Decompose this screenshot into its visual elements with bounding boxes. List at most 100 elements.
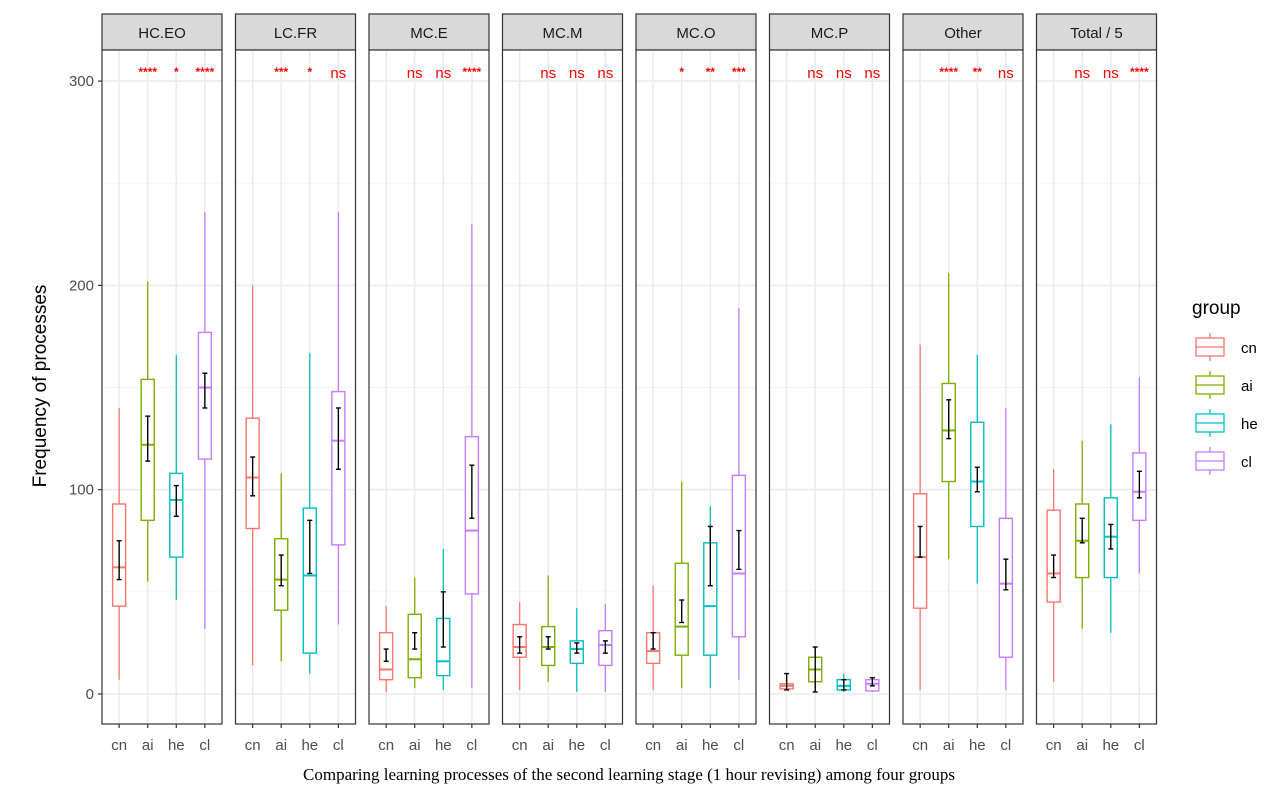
y-tick-label: 300 — [69, 73, 94, 90]
x-tick-label: ai — [809, 737, 821, 754]
facet-mc-e: MC.E ns ns **** cn ai he cl — [368, 13, 490, 754]
legend-title: group — [1192, 298, 1241, 319]
panel-background — [769, 50, 890, 724]
x-tick-label: he — [301, 737, 318, 754]
facet-hc-eo: HC.EO**** * ****cn ai he cl — [101, 13, 223, 754]
significance-label: **** — [138, 65, 157, 79]
legend-label: cn — [1241, 340, 1257, 357]
box-cn — [779, 672, 794, 691]
x-tick-label: ai — [542, 737, 554, 754]
box-he — [970, 354, 985, 584]
x-tick-label: ai — [275, 737, 287, 754]
x-tick-label: he — [969, 737, 986, 754]
x-tick-label: cn — [1046, 737, 1062, 754]
panel-border — [501, 49, 624, 725]
box-he — [436, 548, 451, 690]
significance-label: * — [679, 65, 684, 79]
x-axis-title: Comparing learning processes of the seco… — [303, 765, 955, 784]
x-tick-label: cn — [512, 737, 528, 754]
x-tick-label: cl — [867, 737, 878, 754]
box-ai — [674, 481, 689, 688]
box-he — [569, 608, 584, 692]
significance-label: **** — [196, 65, 215, 79]
significance-label: ns — [864, 65, 880, 82]
box-he — [703, 506, 718, 688]
facet-strip — [768, 13, 891, 51]
significance-label: ns — [1103, 65, 1119, 82]
facet-total-5: Total / 5 ns ns **** cn ai he cl — [1035, 13, 1158, 754]
x-tick-label: cn — [378, 737, 394, 754]
x-tick-label: ai — [142, 737, 154, 754]
x-tick-label: ai — [943, 737, 955, 754]
box-cn — [378, 606, 394, 692]
box-cl — [331, 211, 346, 625]
significance-label: ns — [569, 65, 585, 82]
significance-label: ns — [836, 65, 852, 82]
significance-label: * — [307, 65, 312, 79]
box-he — [836, 673, 851, 692]
significance-label: ns — [407, 65, 423, 82]
significance-label: **** — [939, 65, 958, 79]
significance-label: **** — [1130, 65, 1149, 79]
facet-strip-label: Total / 5 — [1070, 25, 1123, 42]
box-cl — [731, 307, 747, 680]
significance-label: ns — [998, 65, 1014, 82]
box-cn — [912, 344, 928, 690]
panel-background — [502, 50, 623, 724]
box-cn — [512, 602, 527, 690]
box-cn — [1046, 469, 1061, 682]
significance-label: ** — [706, 65, 716, 79]
x-tick-label: cl — [733, 737, 744, 754]
x-tick-label: he — [835, 737, 852, 754]
box-iqr — [302, 507, 317, 654]
facet-strip — [234, 13, 357, 51]
panel-border — [368, 49, 490, 725]
x-tick-label: ai — [409, 737, 421, 754]
facet-strip-label: LC.FR — [274, 25, 318, 42]
panel-background — [1036, 50, 1157, 724]
panel-background — [369, 50, 489, 724]
significance-label: ns — [1074, 65, 1090, 82]
facet-strip-label: MC.M — [543, 25, 583, 42]
facet-strip-label: Other — [944, 25, 982, 42]
significance-label: *** — [274, 65, 288, 79]
facet-strip — [368, 13, 490, 51]
significance-label: ns — [807, 65, 823, 82]
significance-label: * — [174, 65, 179, 79]
legend-entry-he: he — [1195, 409, 1258, 437]
significance-label: ns — [540, 65, 556, 82]
x-tick-label: cn — [111, 737, 127, 754]
box-cl — [998, 407, 1014, 690]
facet-strip — [635, 13, 757, 51]
significance-label: ns — [597, 65, 613, 82]
panel-background — [235, 50, 356, 724]
box-ai — [140, 281, 155, 582]
facet-strip-label: MC.P — [811, 25, 849, 42]
x-tick-label: cl — [600, 737, 611, 754]
y-axis-title: Frequency of processes — [30, 285, 51, 488]
y-tick-label: 200 — [69, 277, 94, 294]
x-tick-label: he — [568, 737, 585, 754]
panel-border — [101, 49, 223, 725]
box-ai — [808, 646, 823, 693]
box-ai — [407, 577, 422, 688]
panel-border — [635, 49, 757, 725]
legend-entry-ai: ai — [1195, 371, 1253, 399]
facet-mc-o: MC.O* ** ***cn ai he cl — [635, 13, 757, 754]
y-tick-label: 100 — [69, 482, 94, 499]
box-he — [302, 352, 317, 674]
facet-strip-label: HC.EO — [138, 25, 186, 42]
facet-strip-label: MC.O — [676, 25, 715, 42]
box-cn — [111, 407, 127, 680]
panel-border — [768, 49, 891, 725]
panel-border — [902, 49, 1024, 725]
x-tick-label: cl — [466, 737, 477, 754]
x-tick-label: cl — [1134, 737, 1145, 754]
box-he — [1103, 424, 1118, 633]
facet-strip — [501, 13, 624, 51]
x-tick-label: ai — [676, 737, 688, 754]
